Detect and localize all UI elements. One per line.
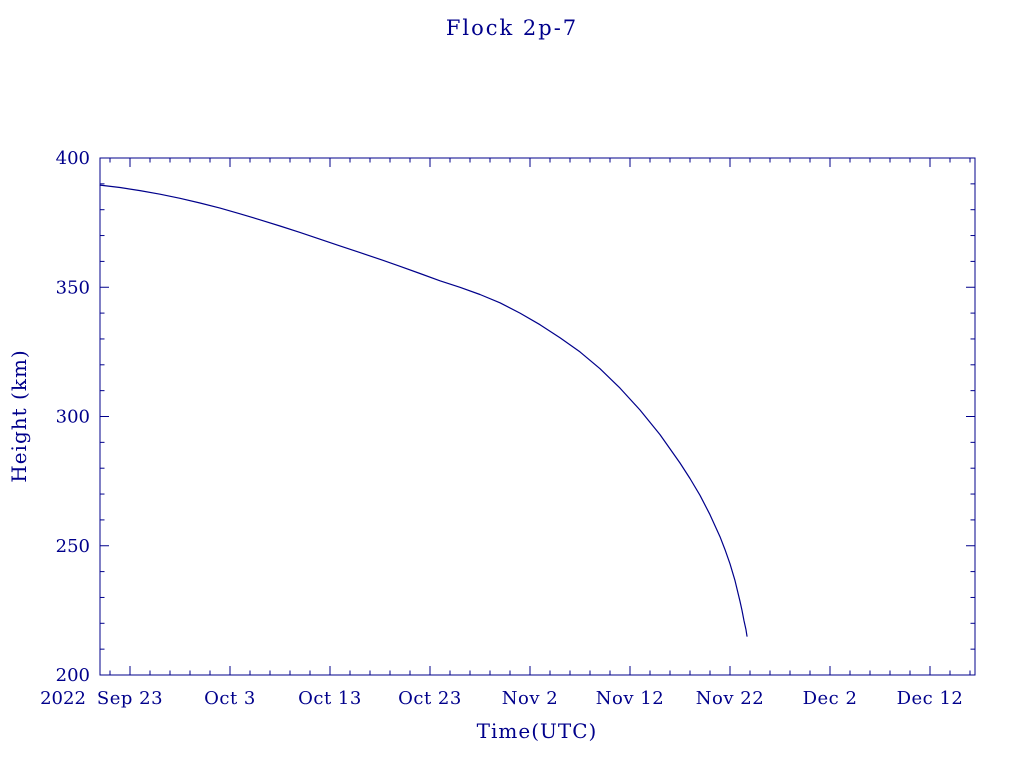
svg-text:2022: 2022 xyxy=(40,688,86,709)
svg-text:Dec 2: Dec 2 xyxy=(803,688,858,709)
svg-text:Sep 23: Sep 23 xyxy=(97,688,163,709)
svg-text:Oct 13: Oct 13 xyxy=(298,688,362,709)
chart-title: Flock 2p-7 xyxy=(445,16,579,40)
x-axis-label: Time(UTC) xyxy=(476,719,598,743)
svg-text:300: 300 xyxy=(56,407,90,428)
svg-text:350: 350 xyxy=(56,277,90,298)
svg-text:Oct 23: Oct 23 xyxy=(398,688,462,709)
y-axis-label: Height (km) xyxy=(7,349,31,483)
svg-text:200: 200 xyxy=(56,665,90,686)
svg-text:250: 250 xyxy=(56,536,90,557)
svg-text:Nov 12: Nov 12 xyxy=(596,688,664,709)
svg-text:Dec 12: Dec 12 xyxy=(897,688,964,709)
svg-text:Oct 3: Oct 3 xyxy=(204,688,256,709)
svg-text:Nov 22: Nov 22 xyxy=(696,688,764,709)
svg-text:Nov 2: Nov 2 xyxy=(502,688,558,709)
svg-text:400: 400 xyxy=(56,148,90,169)
